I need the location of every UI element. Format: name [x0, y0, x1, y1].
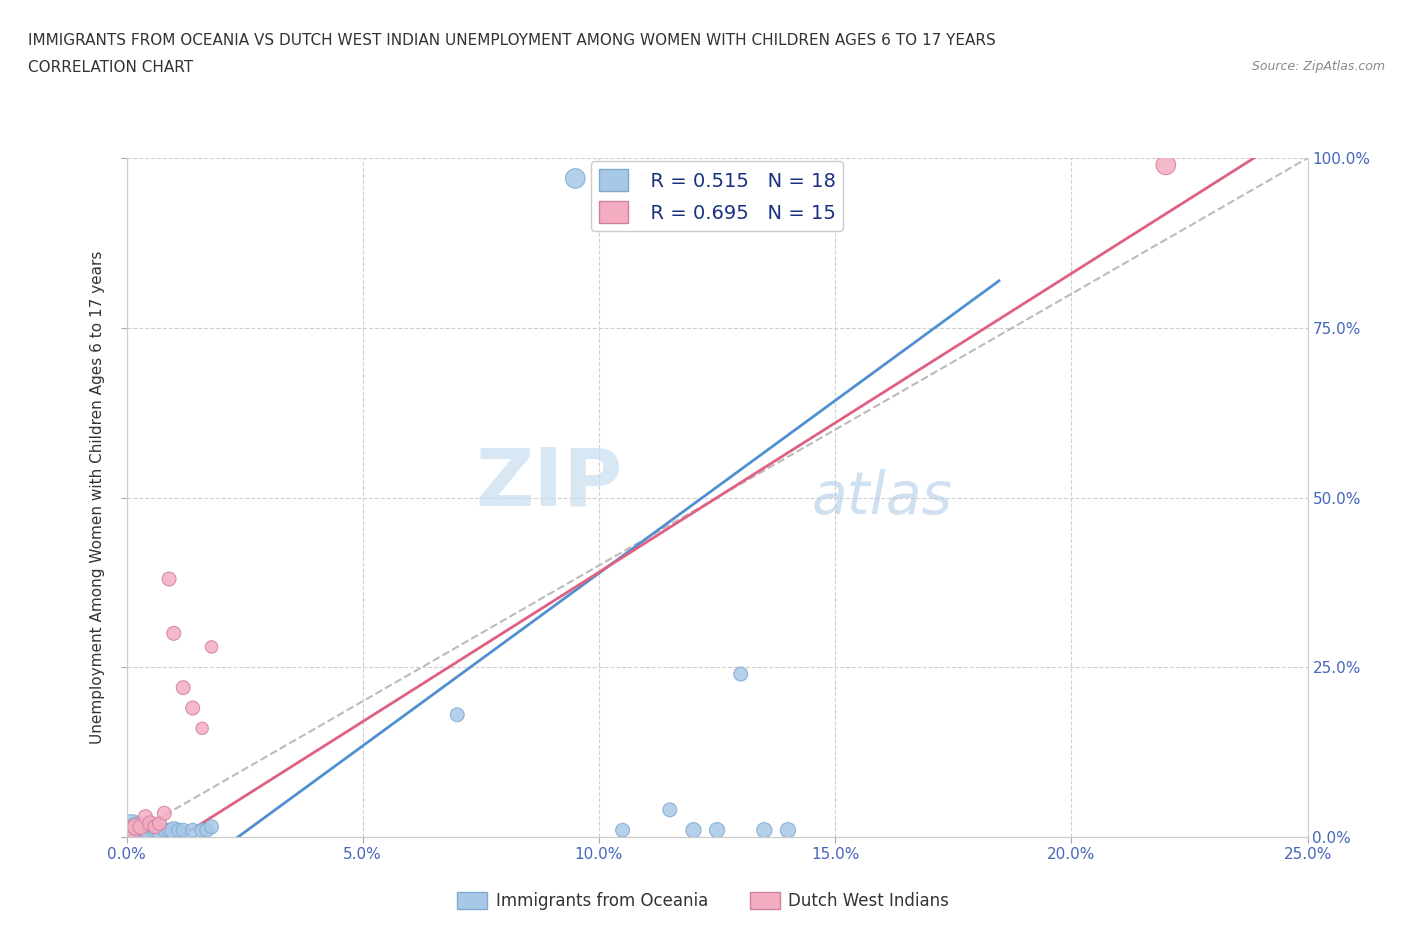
Point	[134, 809, 156, 824]
Point	[706, 823, 728, 838]
Point	[153, 823, 176, 838]
Point	[172, 823, 194, 838]
Point	[163, 823, 186, 838]
Point	[1154, 157, 1177, 172]
Point	[163, 626, 186, 641]
Point	[120, 823, 142, 838]
Point	[612, 823, 634, 838]
Point	[120, 823, 142, 838]
Legend:   R = 0.515   N = 18,   R = 0.695   N = 15: R = 0.515 N = 18, R = 0.695 N = 15	[591, 161, 844, 232]
Point	[149, 816, 172, 830]
Point	[754, 823, 776, 838]
Point	[143, 823, 166, 838]
Point	[125, 819, 148, 834]
Text: atlas: atlas	[811, 469, 952, 526]
Point	[149, 826, 172, 841]
Y-axis label: Unemployment Among Women with Children Ages 6 to 17 years: Unemployment Among Women with Children A…	[90, 251, 105, 744]
Point	[172, 680, 194, 695]
Point	[125, 819, 148, 834]
Point	[191, 823, 214, 838]
Text: Source: ZipAtlas.com: Source: ZipAtlas.com	[1251, 60, 1385, 73]
Point	[129, 823, 152, 838]
Point	[181, 823, 204, 838]
Point	[200, 640, 222, 655]
Point	[564, 171, 586, 186]
Point	[195, 823, 218, 838]
Point	[167, 823, 190, 838]
Point	[658, 803, 681, 817]
Point	[730, 667, 752, 682]
Point	[129, 819, 152, 834]
Point	[143, 819, 166, 834]
Point	[776, 823, 799, 838]
Point	[153, 805, 176, 820]
Point	[139, 819, 162, 834]
Point	[682, 823, 704, 838]
Point	[446, 708, 468, 723]
Point	[200, 819, 222, 834]
Point	[134, 823, 156, 838]
Text: IMMIGRANTS FROM OCEANIA VS DUTCH WEST INDIAN UNEMPLOYMENT AMONG WOMEN WITH CHILD: IMMIGRANTS FROM OCEANIA VS DUTCH WEST IN…	[28, 33, 995, 47]
Text: ZIP: ZIP	[475, 445, 623, 523]
Legend: Immigrants from Oceania, Dutch West Indians: Immigrants from Oceania, Dutch West Indi…	[450, 885, 956, 917]
Point	[191, 721, 214, 736]
Point	[181, 700, 204, 715]
Point	[157, 823, 180, 838]
Text: CORRELATION CHART: CORRELATION CHART	[28, 60, 193, 75]
Point	[139, 816, 162, 830]
Point	[157, 572, 180, 587]
